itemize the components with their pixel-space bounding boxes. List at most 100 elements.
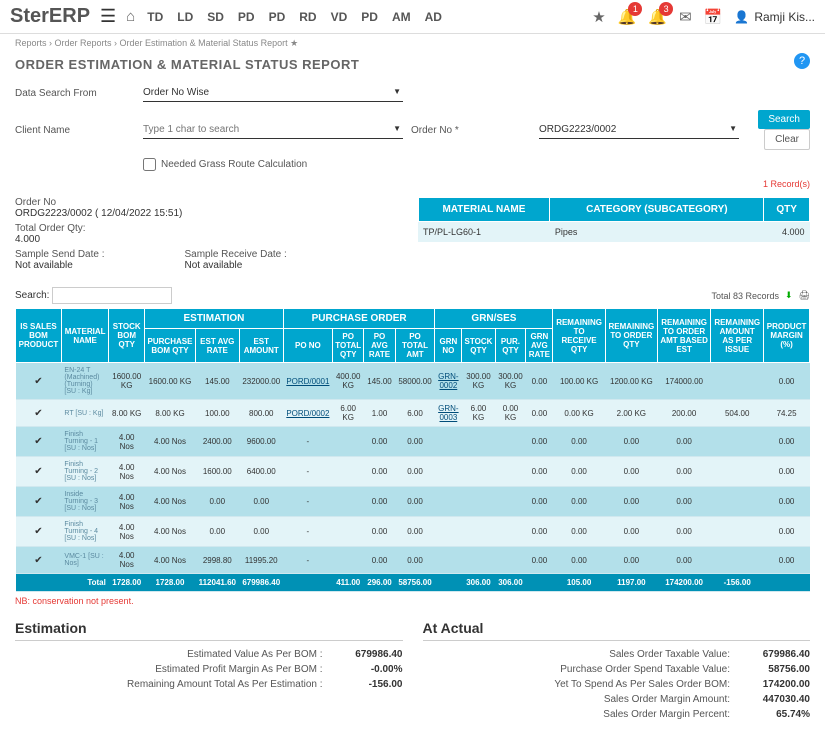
star-icon[interactable]: ★ — [592, 8, 605, 26]
mat-name-cell: VMC-1 [SU : Nos] — [61, 547, 108, 574]
cell: 0.00 — [605, 547, 657, 574]
cell — [495, 547, 526, 574]
cell — [332, 517, 364, 547]
col-stock-bom[interactable]: STOCK BOM QTY — [109, 309, 145, 363]
col-mat-name[interactable]: MATERIAL NAME — [61, 309, 108, 363]
calendar-icon[interactable]: 📅 — [704, 8, 723, 26]
cell: PORD/0001 — [283, 363, 332, 400]
notifications-icon[interactable]: 🔔3 — [648, 8, 667, 26]
cell: 0.00 — [657, 427, 710, 457]
cell — [435, 427, 462, 457]
cell: 4.00 Nos — [145, 517, 196, 547]
cell: 4.00 Nos — [109, 427, 145, 457]
col-po-no[interactable]: PO NO — [283, 329, 332, 363]
cell — [495, 517, 526, 547]
user-menu[interactable]: 👤 Ramji Kis... — [734, 10, 815, 24]
nav-sd[interactable]: SD — [207, 10, 224, 24]
col-rem-order[interactable]: REMAINING TO ORDER QTY — [605, 309, 657, 363]
nav-pd[interactable]: PD — [238, 10, 255, 24]
mat-r1c2: Pipes — [550, 222, 764, 243]
cell — [495, 457, 526, 487]
tot-c11: 306.00 — [462, 574, 495, 592]
col-est-rate[interactable]: EST AVG RATE — [195, 329, 239, 363]
col-po-rate[interactable]: PO AVG RATE — [364, 329, 395, 363]
cell: 4.00 Nos — [109, 487, 145, 517]
cell: 0.00 — [239, 517, 283, 547]
act-r2l: Purchase Order Spend Taxable Value: — [560, 664, 730, 675]
search-button[interactable]: Search — [758, 110, 810, 129]
grass-route-checkbox[interactable] — [143, 158, 156, 171]
cell — [462, 457, 495, 487]
help-icon[interactable]: ? — [794, 53, 810, 69]
nav-am[interactable]: AM — [392, 10, 411, 24]
mat-name-cell: Finish Turning - 2 [SU : Nos] — [61, 457, 108, 487]
mat-name-cell: Inside Turning - 3 [SU : Nos] — [61, 487, 108, 517]
col-po-qty[interactable]: PO TOTAL QTY — [332, 329, 364, 363]
order-no-lbl: Order No — [15, 197, 56, 208]
bc-2[interactable]: Order Reports — [55, 38, 112, 48]
cell — [435, 517, 462, 547]
nav-ad[interactable]: AD — [425, 10, 442, 24]
nav-td[interactable]: TD — [147, 10, 163, 24]
bc-1[interactable]: Reports — [15, 38, 47, 48]
cell: 2.00 KG — [605, 400, 657, 427]
order-no-select[interactable]: ORDG2223/0002 — [539, 121, 739, 139]
cell: 0.00 — [764, 363, 810, 400]
search-from-select[interactable]: Order No Wise — [143, 84, 403, 102]
nav-ld[interactable]: LD — [177, 10, 193, 24]
act-r5l: Sales Order Margin Percent: — [603, 709, 730, 720]
clear-button[interactable]: Clear — [764, 129, 810, 150]
search-from-label: Data Search From — [15, 88, 135, 99]
nav-rd[interactable]: RD — [299, 10, 316, 24]
cell: 0.00 — [526, 457, 553, 487]
cell: 232000.00 — [239, 363, 283, 400]
cell: 0.00 — [553, 487, 605, 517]
col-grn-no[interactable]: GRN NO — [435, 329, 462, 363]
col-pur-qty[interactable]: PUR. QTY — [495, 329, 526, 363]
cell: 0.00 — [657, 517, 710, 547]
cell: 0.00 — [605, 517, 657, 547]
print-icon[interactable]: 🖨 — [799, 290, 810, 301]
col-rem-amt[interactable]: REMAINING TO ORDER AMT BASED EST — [657, 309, 710, 363]
grn-link[interactable]: GRN-0002 — [438, 372, 458, 390]
cell: GRN-0003 — [435, 400, 462, 427]
grp-po: PURCHASE ORDER — [283, 309, 435, 329]
export-icon[interactable]: ⬇ — [785, 290, 793, 301]
est-r3l: Remaining Amount Total As Per Estimation… — [127, 679, 322, 690]
cell: 400.00 KG — [332, 363, 364, 400]
col-is-bom[interactable]: IS SALES BOM PRODUCT — [16, 309, 62, 363]
bell-icon[interactable]: 🔔1 — [618, 8, 637, 26]
nav-vd[interactable]: VD — [331, 10, 348, 24]
nav-pd3[interactable]: PD — [361, 10, 378, 24]
grn-link[interactable]: GRN-0003 — [438, 404, 458, 422]
table-search-input[interactable] — [52, 287, 172, 304]
po-link[interactable]: PORD/0001 — [286, 377, 329, 386]
po-link[interactable]: PORD/0002 — [286, 409, 329, 418]
hamburger-icon[interactable]: ☰ — [100, 6, 116, 27]
act-r4v: 447030.40 — [740, 694, 810, 705]
col-rem-issue[interactable]: REMAINING AMOUNT AS PER ISSUE — [711, 309, 764, 363]
nav-menu: TD LD SD PD PD RD VD PD AM AD — [147, 10, 442, 24]
col-pur-bom[interactable]: PURCHASE BOM QTY — [145, 329, 196, 363]
col-est-amt[interactable]: EST AMOUNT — [239, 329, 283, 363]
col-margin[interactable]: PRODUCT MARGIN (%) — [764, 309, 810, 363]
cell: 0.00 — [526, 487, 553, 517]
client-input[interactable] — [143, 121, 403, 139]
col-grn-rate[interactable]: GRN AVG RATE — [526, 329, 553, 363]
check-icon: ✔ — [34, 526, 42, 537]
mat-r1c3: 4.000 — [764, 222, 810, 243]
col-rem-recv[interactable]: REMAINING TO RECEIVE QTY — [553, 309, 605, 363]
logo: SterERP — [10, 5, 90, 28]
col-stock-qty[interactable]: STOCK QTY — [462, 329, 495, 363]
home-icon[interactable]: ⌂ — [126, 8, 135, 25]
nav-pd2[interactable]: PD — [269, 10, 286, 24]
mat-h1: MATERIAL NAME — [418, 198, 550, 222]
cell: 0.00 — [364, 487, 395, 517]
col-po-amt[interactable]: PO TOTAL AMT — [395, 329, 435, 363]
cell: PORD/0002 — [283, 400, 332, 427]
cell: - — [283, 427, 332, 457]
cell: 0.00 — [526, 547, 553, 574]
cell: 0.00 — [526, 517, 553, 547]
mail-icon[interactable]: ✉ — [679, 8, 692, 26]
cell: 0.00 KG — [553, 400, 605, 427]
